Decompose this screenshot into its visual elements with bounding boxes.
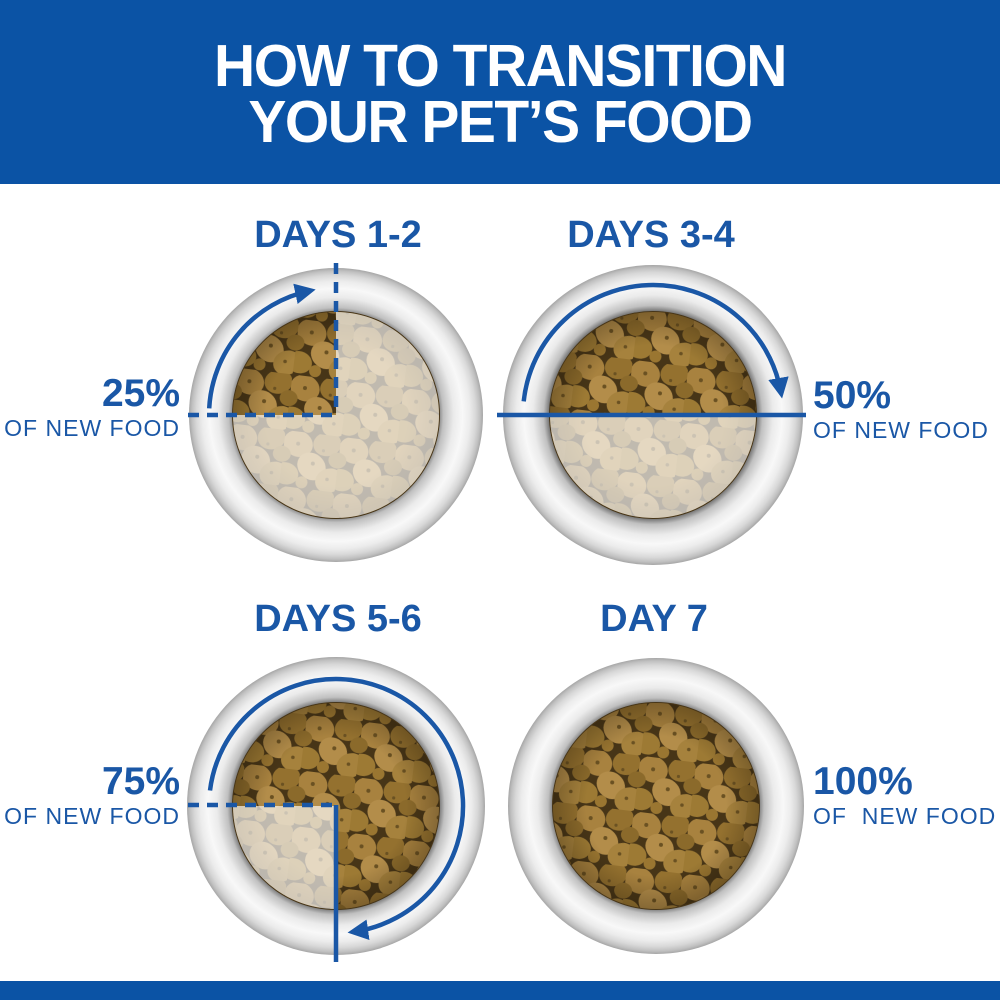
percent-label-50: 50% OF NEW FOOD bbox=[813, 376, 989, 442]
percent-value: 50% bbox=[813, 374, 892, 417]
curved-arrow-icon bbox=[521, 282, 789, 402]
panel-title-days-3-4: DAYS 3-4 bbox=[567, 214, 735, 256]
percent-value: 25% bbox=[101, 372, 180, 415]
percent-label-25: 25% OF NEW FOOD bbox=[4, 374, 180, 440]
percent-value: 100% bbox=[813, 760, 913, 803]
panel-title-days-5-6: DAYS 5-6 bbox=[254, 598, 422, 640]
curved-arrow-icon bbox=[207, 676, 466, 941]
old-food-faded-region bbox=[233, 312, 439, 518]
percent-label-75: 75% OF NEW FOOD bbox=[4, 762, 180, 828]
panel-title-days-1-2: DAYS 1-2 bbox=[254, 214, 422, 256]
percent-caption: OF NEW FOOD bbox=[813, 417, 989, 443]
old-food-faded-region bbox=[550, 415, 756, 518]
panel-title-day-7: DAY 7 bbox=[600, 598, 708, 640]
bowl-days-3-4 bbox=[497, 265, 806, 565]
percent-label-100: 100% OF NEW FOOD bbox=[813, 762, 996, 828]
percent-caption: OF NEW FOOD bbox=[813, 803, 997, 829]
header-banner: HOW TO TRANSITION YOUR PET’S FOOD bbox=[0, 0, 1000, 184]
percent-caption: OF NEW FOOD bbox=[4, 415, 180, 441]
old-food-faded-region bbox=[233, 806, 336, 909]
header-title-line1: HOW TO TRANSITION bbox=[214, 32, 787, 100]
percent-value: 75% bbox=[101, 760, 180, 803]
bowl-day-7 bbox=[508, 658, 804, 954]
bowl-days-5-6 bbox=[187, 657, 485, 962]
percent-caption: OF NEW FOOD bbox=[4, 803, 180, 829]
curved-arrow-icon bbox=[206, 283, 316, 409]
bowl-days-1-2 bbox=[188, 263, 483, 562]
footer-bar bbox=[0, 981, 1000, 1000]
header-title-line2: YOUR PET’S FOOD bbox=[248, 88, 753, 156]
